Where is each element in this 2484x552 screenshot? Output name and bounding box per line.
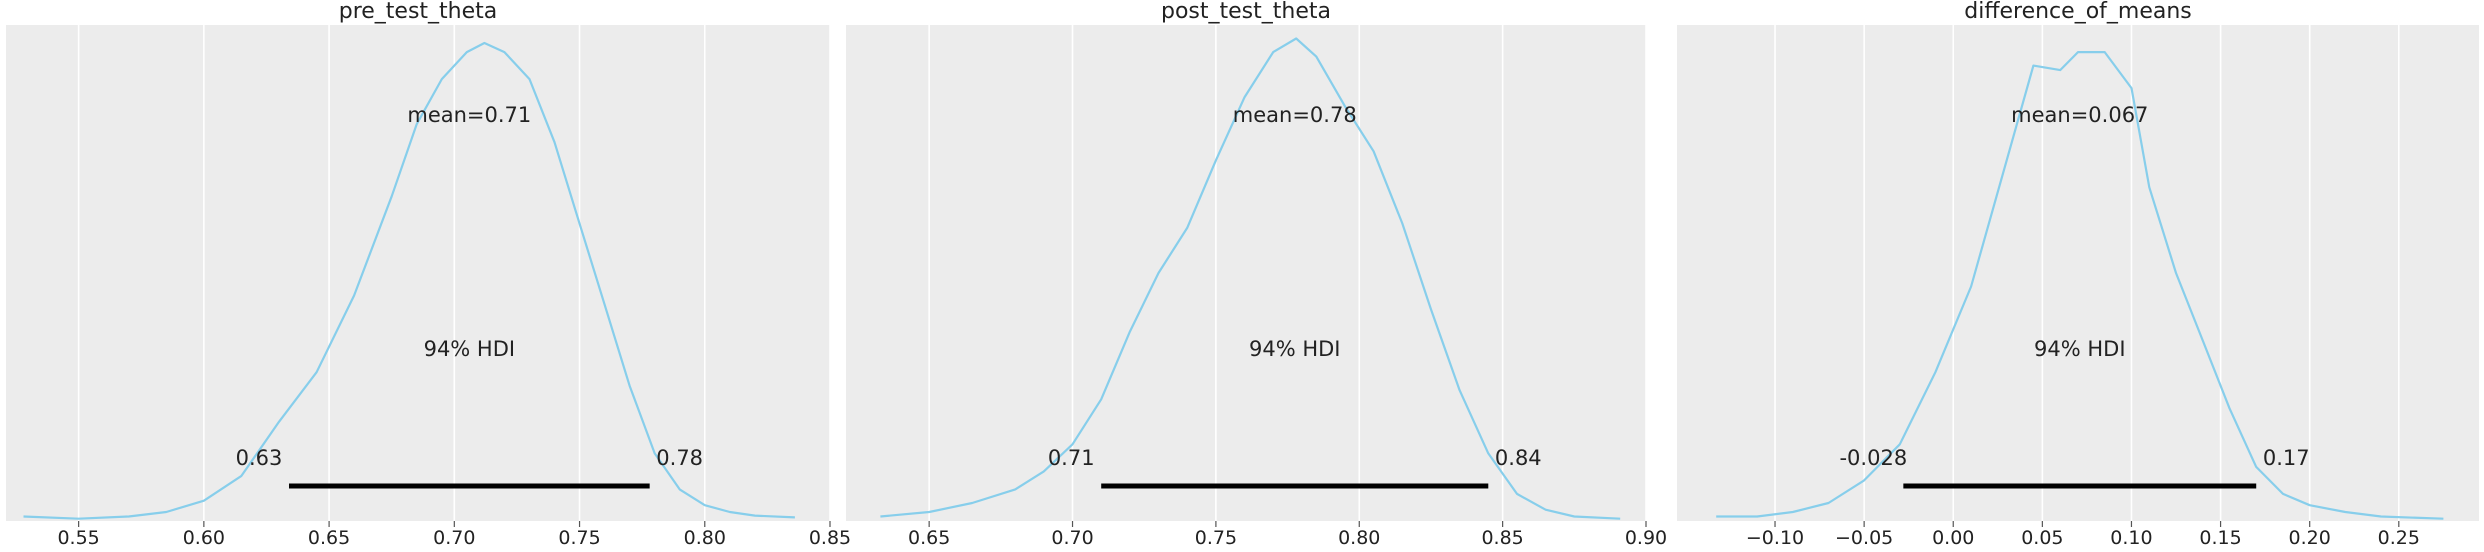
- chart-title: post_test_theta: [1161, 0, 1331, 24]
- x-tick-label: 0.75: [1195, 527, 1237, 549]
- mean-label: mean=0.067: [2011, 103, 2148, 127]
- subplot-2: 0.65 0.70 0.75 0.80 0.85 0.90 0.71 0.84 94% HDI m…: [846, 0, 1667, 549]
- x-tick-label: 0.00: [1932, 527, 1974, 549]
- density-curve: [23, 41, 795, 520]
- subplot-3: −0.10 −0.05 0.00 0.05 0.10 0.15 0.20 0.25 -0.028…: [1677, 0, 2479, 549]
- x-tick-label: 0.05: [2021, 527, 2063, 549]
- plot-area: [846, 25, 1646, 521]
- mean-label: mean=0.78: [1233, 103, 1357, 127]
- hdi-low-label: 0.71: [1048, 446, 1095, 470]
- x-tick-label: 0.70: [433, 527, 475, 549]
- density-curve: [1716, 51, 2444, 520]
- x-tick-label: 0.20: [2289, 527, 2331, 549]
- chart-title: pre_test_theta: [339, 0, 498, 24]
- mean-label: mean=0.71: [407, 103, 531, 127]
- x-tick-label: 0.60: [183, 527, 225, 549]
- x-tick-label: 0.70: [1051, 527, 1093, 549]
- x-tick-label: 0.75: [558, 527, 600, 549]
- hdi-low-label: 0.63: [236, 446, 283, 470]
- hdi-high-label: 0.17: [2263, 446, 2310, 470]
- x-tick-label: 0.80: [684, 527, 726, 549]
- x-tick-label: 0.65: [908, 527, 950, 549]
- x-tick-label: −0.10: [1746, 527, 1804, 549]
- plot-area: [1677, 25, 2479, 521]
- x-tick-label: 0.25: [2378, 527, 2420, 549]
- chart-title: difference_of_means: [1964, 0, 2192, 24]
- x-tick-label: 0.85: [1481, 527, 1523, 549]
- subplot-1: 0.55 0.60 0.65 0.70 0.75 0.80 0.85 0.63 0.78 94% …: [6, 0, 851, 549]
- hdi-label: 94% HDI: [1249, 337, 1341, 361]
- x-tick-label: 0.55: [57, 527, 99, 549]
- density-curve: [880, 37, 1621, 520]
- hdi-low-label: -0.028: [1839, 446, 1907, 470]
- x-tick-label: 0.15: [2199, 527, 2241, 549]
- plot-area: [6, 25, 830, 521]
- x-tick-label: 0.85: [809, 527, 851, 549]
- hdi-label: 94% HDI: [424, 337, 516, 361]
- x-tick-label: 0.65: [308, 527, 350, 549]
- x-tick-label: 0.90: [1625, 527, 1667, 549]
- x-tick-label: 0.10: [2110, 527, 2152, 549]
- hdi-high-label: 0.84: [1495, 446, 1542, 470]
- x-tick-label: 0.80: [1338, 527, 1380, 549]
- x-tick-label: −0.05: [1835, 527, 1893, 549]
- hdi-label: 94% HDI: [2034, 337, 2126, 361]
- hdi-high-label: 0.78: [656, 446, 703, 470]
